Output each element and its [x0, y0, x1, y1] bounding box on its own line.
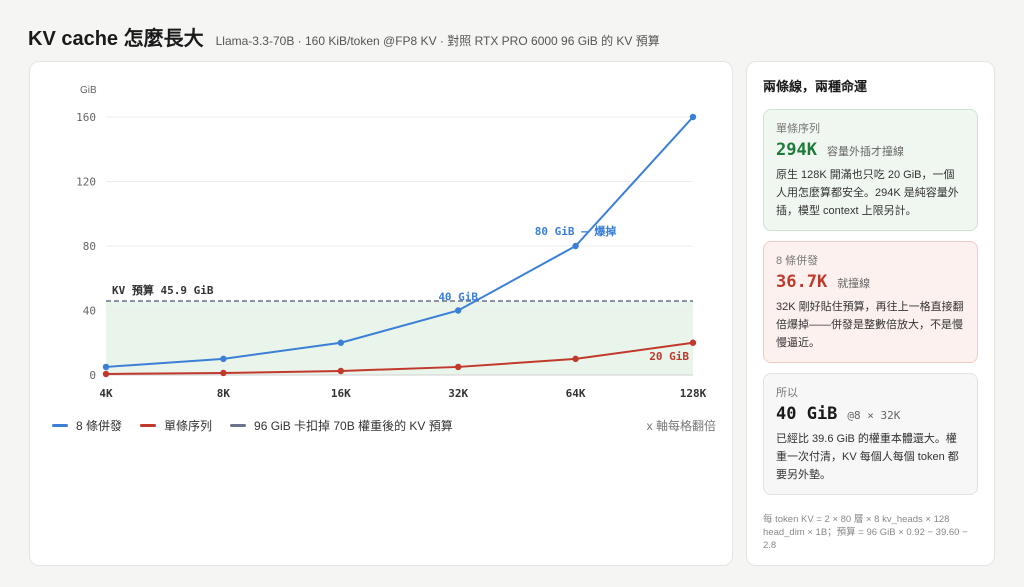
single-sequence-card: 單條序列 294K 容量外插才撞線 原生 128K 開滿也只吃 20 GiB，一…: [763, 109, 978, 231]
card-tag: @8 × 32K: [847, 409, 901, 422]
side-panel-title: 兩條線，兩種命運: [763, 79, 868, 94]
data-point-single: [455, 363, 462, 371]
data-point-concurrent: [572, 242, 579, 250]
legend-label-single: 單條序列: [164, 419, 213, 433]
card-description: 32K 剛好貼住預算，再往上一格直接翻倍爆掉——併發是整數倍放大，不是慢慢逼近。: [776, 301, 964, 349]
x-tick-label: 16K: [331, 387, 351, 400]
data-point-concurrent: [220, 355, 227, 363]
data-point-concurrent: [689, 113, 697, 121]
chart-legend: 8 條併發 單條序列 96 GiB 卡扣掉 70B 權重後的 KV 預算 x 軸…: [52, 417, 716, 434]
y-tick-label: 160: [76, 111, 96, 124]
x-tick-label: 8K: [217, 387, 231, 400]
data-point-single: [689, 339, 697, 346]
card-label: 8 條併發: [776, 255, 819, 267]
legend-label-concurrent: 8 條併發: [76, 419, 123, 433]
card-value: 36.7K: [776, 272, 828, 292]
data-point-concurrent: [337, 339, 344, 346]
data-point-concurrent: [102, 363, 110, 371]
page-title: KV cache 怎麼長大: [28, 28, 204, 50]
data-point-single: [337, 367, 344, 375]
legend-swatch-single: [140, 424, 157, 427]
header: KV cache 怎麼長大 Llama-3.3-70B · 160 KiB/to…: [28, 22, 660, 50]
x-tick-label: 128K: [680, 387, 707, 400]
data-point-single: [572, 355, 579, 363]
y-tick-label: 120: [76, 176, 96, 189]
x-tick-label: 64K: [566, 387, 586, 400]
y-tick-label: 0: [89, 369, 96, 382]
y-tick-label: 40: [83, 305, 96, 318]
data-point-single: [220, 369, 227, 377]
x-tick-label: 4K: [99, 387, 113, 400]
side-panel: 兩條線，兩種命運 單條序列 294K 容量外插才撞線 原生 128K 開滿也只吃…: [746, 61, 995, 566]
legend-swatch-concurrent: [52, 424, 68, 427]
data-point-single: [102, 370, 110, 378]
y-tick-label: 80: [83, 240, 96, 253]
series-line-single: [105, 341, 694, 375]
legend-swatch-budget: [230, 424, 247, 427]
card-label: 單條序列: [776, 123, 820, 135]
concurrent-card: 8 條併發 36.7K 就撞線 32K 剛好貼住預算，再往上一格直接翻倍爆掉——…: [763, 241, 978, 363]
x-tick-label: 32K: [448, 387, 468, 400]
card-tag: 容量外插才撞線: [826, 146, 904, 158]
legend-label-budget: 96 GiB 卡扣掉 70B 權重後的 KV 預算: [254, 419, 453, 433]
legend-item-budget: 96 GiB 卡扣掉 70B 權重後的 KV 預算: [230, 417, 453, 434]
data-point-concurrent: [455, 307, 462, 314]
budget-area: [106, 300, 693, 375]
data-label: 80 GiB — 爆掉: [535, 224, 617, 238]
budget-label: KV 預算 45.9 GiB: [112, 283, 214, 297]
y-axis-label: GiB: [80, 85, 97, 96]
card-value: 294K: [776, 140, 817, 160]
card-description: 原生 128K 開滿也只吃 20 GiB，一個人用怎麼算都安全。294K 是純容…: [776, 169, 959, 217]
card-value: 40 GiB: [776, 404, 838, 424]
page-subtitle: Llama-3.3-70B · 160 KiB/token @FP8 KV · …: [215, 34, 660, 48]
conclusion-card: 所以 40 GiB @8 × 32K 已經比 39.6 GiB 的權重本體還大。…: [763, 373, 978, 495]
card-tag: 就撞線: [837, 278, 871, 290]
data-label: 20 GiB: [649, 350, 689, 363]
card-description: 已經比 39.6 GiB 的權重本體還大。權重一次付清，KV 每個人每個 tok…: [776, 433, 959, 481]
axis-note: x 軸每格翻倍: [646, 419, 716, 433]
card-label: 所以: [776, 387, 798, 399]
data-label: 40 GiB: [438, 291, 478, 304]
legend-item-single: 單條序列: [140, 417, 212, 434]
legend-item-concurrent: 8 條併發: [52, 417, 122, 434]
kv-cache-chart: 0 40 80 120 160 GiB 4K 8K 16K 32K 64K 128K KV 預算 45.…: [76, 85, 707, 400]
formula-footnote: 每 token KV = 2 × 80 層 × 8 kv_heads × 128…: [763, 514, 968, 551]
chart-card: 0 40 80 120 160 GiB 4K 8K 16K 32K 64K 128K KV 預算 45.…: [29, 61, 733, 566]
series-line-concurrent: [105, 116, 694, 368]
